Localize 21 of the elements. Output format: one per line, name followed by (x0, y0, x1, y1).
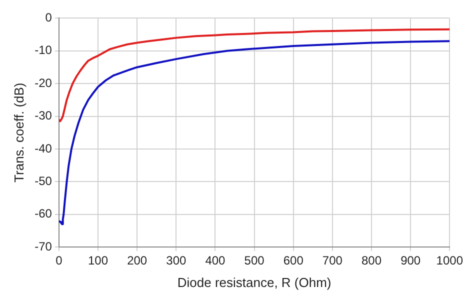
x-tick-label: 0 (56, 254, 63, 268)
x-tick-label: 600 (283, 254, 304, 268)
y-tick-label: -50 (34, 174, 52, 188)
x-tick-label: 700 (322, 254, 343, 268)
y-tick-label: -70 (34, 239, 52, 254)
y-tick-label: -20 (34, 76, 52, 90)
x-tick-label: 500 (244, 254, 265, 268)
y-tick-label: -30 (34, 108, 52, 123)
y-tick-label: -40 (34, 141, 52, 156)
x-tick-label: 200 (127, 254, 148, 268)
x-tick-label: 800 (361, 254, 382, 268)
x-tick-label: 300 (166, 254, 186, 268)
x-tick-label: 900 (400, 254, 421, 268)
x-axis-title: Diode resistance, R (Ohm) (177, 274, 332, 290)
y-tick-label: 0 (45, 10, 52, 25)
x-tick-label: 400 (205, 254, 226, 268)
x-tick-label: 100 (88, 254, 108, 268)
y-tick-label: -60 (34, 206, 52, 221)
y-tick-label: -10 (34, 43, 52, 58)
x-tick-label: 1000 (436, 254, 464, 268)
y-axis-title: Trans. coeff. (dB) (11, 82, 26, 182)
